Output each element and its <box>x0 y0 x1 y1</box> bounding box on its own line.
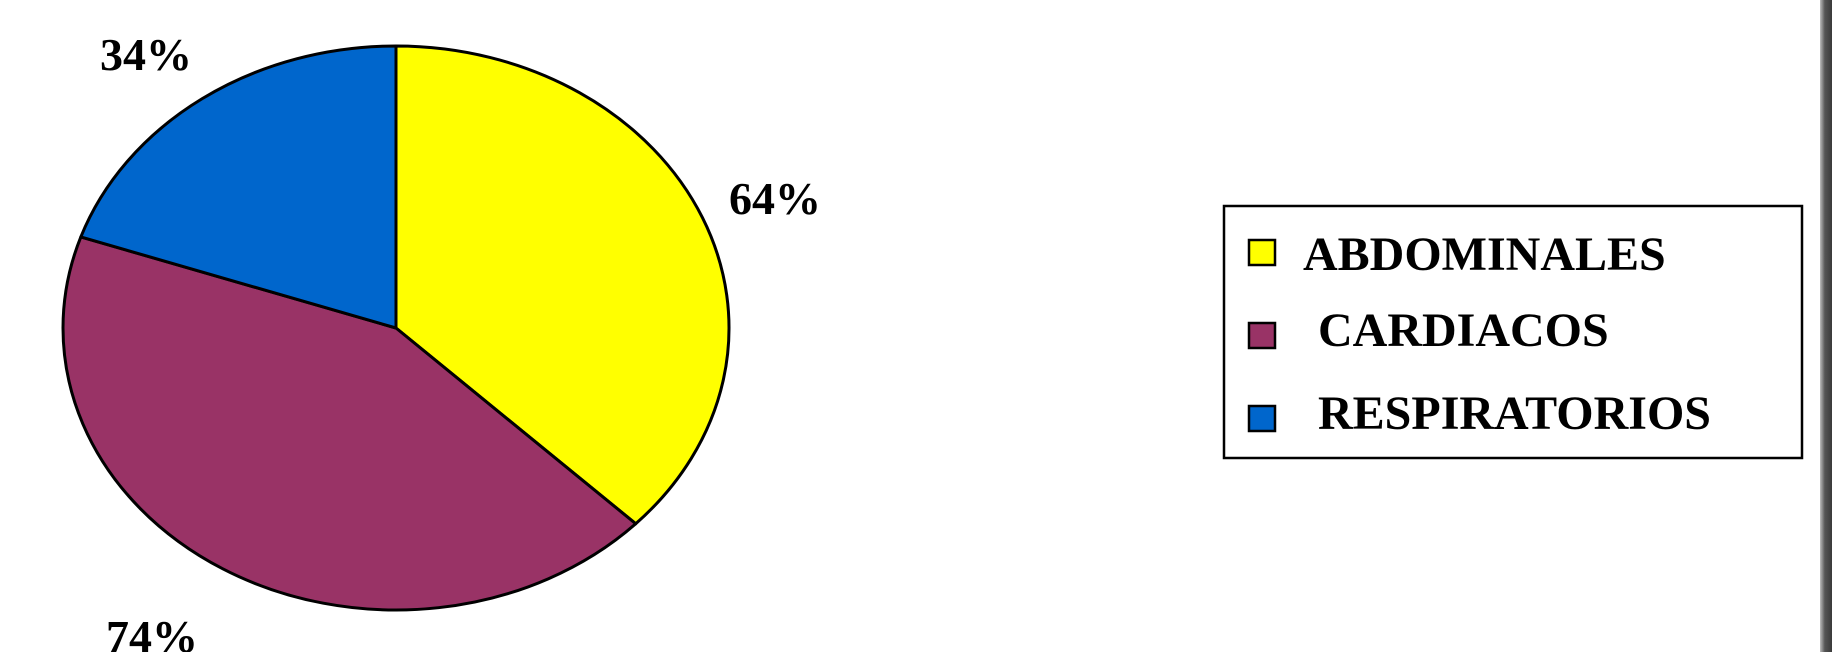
pie-slices <box>61 44 731 612</box>
window-edge <box>1820 0 1832 652</box>
legend-label-respiratorios: RESPIRATORIOS <box>1318 387 1711 440</box>
slice-label-respiratorios: 34% <box>100 29 192 80</box>
slice-label-cardiacos: 74% <box>106 611 198 652</box>
pie-slice-cardiacos <box>61 235 638 612</box>
legend: ABDOMINALES CARDIACOS RESPIRATORIOS <box>1222 204 1804 460</box>
legend-swatch-abdominales <box>1247 238 1277 267</box>
pie-slice-respiratorios <box>79 44 398 330</box>
slice-label-abdominales: 64% <box>729 173 821 224</box>
legend-swatch-respiratorios <box>1247 404 1277 433</box>
legend-box <box>1222 204 1804 460</box>
legend-swatch-cardiacos <box>1247 321 1277 350</box>
legend-label-cardiacos: CARDIACOS <box>1318 304 1609 357</box>
pie-slice-abdominales <box>394 44 731 526</box>
legend-label-abdominales: ABDOMINALES <box>1303 228 1666 281</box>
